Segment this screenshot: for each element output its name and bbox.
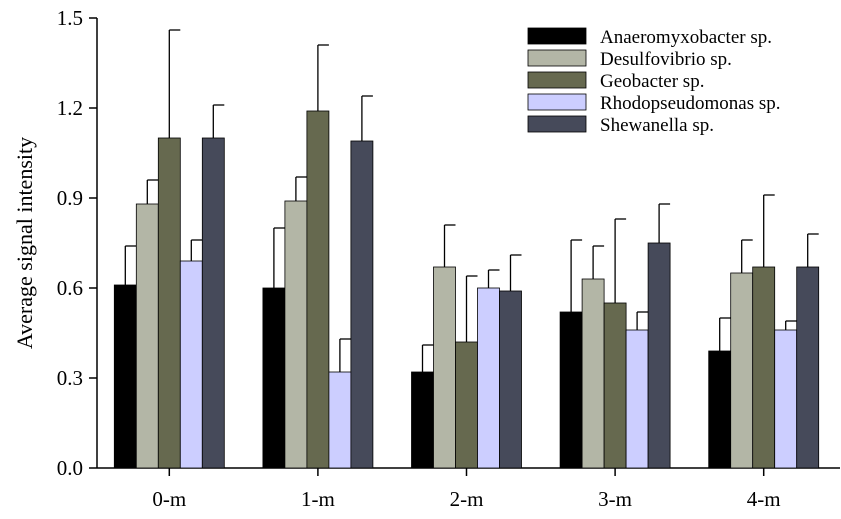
x-tick-label: 1-m [301,487,335,511]
legend-swatch [527,115,587,133]
bar [411,371,434,469]
y-tick-label: 0.6 [57,276,83,300]
legend-swatch [527,49,587,67]
bar [647,242,671,469]
bar [796,266,820,469]
bar [477,287,500,469]
bar [559,311,583,469]
legend-label: Shewanella sp. [600,115,714,136]
bar [262,287,286,469]
bar [499,290,522,469]
bar [135,203,159,469]
bar [179,260,203,469]
bar [113,284,137,469]
bar [581,278,605,469]
bar [284,200,308,469]
bar [730,272,754,469]
bar [201,137,225,469]
y-tick-label: 1.2 [57,96,83,120]
y-tick-label: 1.5 [57,6,83,30]
bar [455,341,478,469]
bar [774,329,798,469]
y-tick-label: 0.3 [57,366,83,390]
bar [433,266,456,469]
legend-label: Desulfovibrio sp. [600,49,732,70]
legend-swatch [527,71,587,89]
bar [306,110,330,469]
x-tick-label: 2-m [450,487,484,511]
y-axis-label: Average signal intensity [12,137,37,349]
bar [752,266,776,469]
x-tick-label: 3-m [598,487,632,511]
bar [603,302,627,469]
x-tick-label: 4-m [747,487,781,511]
y-tick-label: 0.0 [57,456,83,480]
legend-label: Rhodopseudomonas sp. [600,93,781,114]
bar [708,350,732,469]
bar [350,140,374,469]
legend-swatch [527,27,587,45]
bar [625,329,649,469]
legend-label: Geobacter sp. [600,71,704,92]
x-tick-label: 0-m [152,487,186,511]
bar [157,137,181,469]
legend: Anaeromyxobacter sp.Desulfovibrio sp.Geo… [527,27,781,136]
bar [328,371,352,469]
y-tick-label: 0.9 [57,186,83,210]
legend-swatch [527,93,587,111]
legend-label: Anaeromyxobacter sp. [600,27,772,48]
plot-area: 0.0 0.3 0.6 0.9 1.2 1.5 0-m 1-m 2-m 3-m 4-m [57,6,840,511]
